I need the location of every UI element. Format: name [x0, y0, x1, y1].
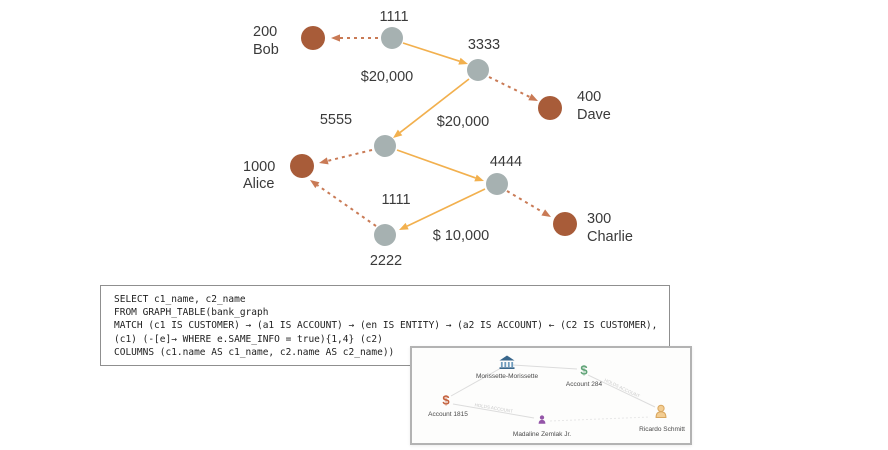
mini-edge-madaline-ricardo [549, 416, 651, 422]
edge-5555-to-alice-arrowhead [319, 157, 329, 165]
edge-3333-to-dave [488, 76, 531, 98]
account-node-3333 [467, 59, 489, 81]
account-node-1111 [381, 27, 403, 49]
edge-1111-to-3333-arrowhead [458, 57, 468, 65]
label-customer-alice: 1000 [243, 159, 275, 175]
mini-edge-bank-284 [512, 364, 578, 370]
sql-line-5: COLUMNS (c1.name AS c1_name, c2.name AS … [114, 346, 395, 358]
label-customer-bob: 200 [253, 24, 277, 40]
label-customer-dave: Dave [577, 107, 611, 123]
edge-4444-to-charlie [506, 190, 544, 214]
account-node-4444 [486, 173, 508, 195]
edge-5555-to-4444 [396, 149, 476, 179]
person-icon [655, 404, 667, 418]
label-account-5555: 5555 [320, 112, 352, 128]
customer-node-alice [290, 154, 314, 178]
mini-edge-284-ricardo-label: HOLDS ACCOUNT [604, 378, 641, 399]
label-customer-charlie: Charlie [587, 229, 633, 245]
label-account-2222: 2222 [370, 253, 402, 269]
mini-node-morissette-label: Morissette-Morissette [476, 373, 539, 380]
label-transfer-amount-3: $ 10,000 [433, 228, 489, 244]
edge-4444-to-charlie-arrowhead [541, 209, 551, 217]
label-account-4444: 4444 [490, 154, 522, 170]
bank-icon [499, 355, 515, 369]
mini-edge-bank-1815 [450, 367, 502, 397]
edge-1111-to-3333 [402, 42, 460, 63]
graph-visualization-panel: HOLDS ACCOUNT HOLDS ACCOUNT Morissette-Mor… [410, 346, 692, 445]
mini-graph: HOLDS ACCOUNT HOLDS ACCOUNT Morissette-Mor… [428, 355, 685, 438]
sql-line-3: MATCH (c1 IS CUSTOMER) → (a1 IS ACCOUNT)… [114, 320, 658, 332]
sql-line-1: SELECT c1_name, c2_name [114, 294, 246, 305]
mini-node-madaline-label: Madaline Zemlak Jr. [513, 431, 571, 438]
label-account-1111: 1111 [379, 9, 408, 25]
mini-edge-284-ricardo [587, 374, 656, 408]
person-icon [538, 415, 546, 424]
dollar-icon: $ [580, 363, 588, 378]
edge-3333-to-5555-arrowhead [393, 129, 403, 138]
label-account-1111-b: 1111 [381, 192, 410, 208]
account-node-2222 [374, 224, 396, 246]
mini-edge-1815-madaline [452, 403, 535, 419]
mini-edge-1815-madaline-label: HOLDS ACCOUNT [474, 402, 513, 414]
edge-4444-to-2222-arrowhead [399, 222, 409, 230]
edge-2222-to-alice-arrowhead [310, 180, 320, 189]
mini-node-ricardo-label: Ricardo Schmitt [639, 426, 685, 433]
dollar-icon: $ [442, 393, 450, 408]
edge-1111-to-bob-arrowhead [331, 34, 340, 42]
sql-query-panel: SELECT c1_name, c2_name FROM GRAPH_TABLE… [100, 285, 670, 366]
sql-line-2: FROM GRAPH_TABLE(bank_graph [114, 307, 269, 319]
edge-4444-to-2222 [406, 188, 486, 227]
account-node-5555 [374, 135, 396, 157]
label-customer-charlie: 300 [587, 211, 611, 227]
edge-3333-to-dave-arrowhead [528, 93, 538, 101]
mini-node-account-1815-label: Account 1815 [428, 411, 468, 418]
customer-node-bob [301, 26, 325, 50]
label-account-3333: 3333 [468, 37, 500, 53]
label-customer-alice: Alice [243, 176, 274, 192]
edge-3333-to-5555 [399, 78, 470, 134]
mini-node-account-284-label: Account 284 [566, 381, 603, 388]
label-customer-dave: 400 [577, 89, 601, 105]
label-transfer-amount-1: $20,000 [361, 69, 413, 85]
sql-line-4: (c1) (-[e]→ WHERE e.SAME_INFO = true){1,… [114, 333, 383, 345]
edge-2222-to-alice [316, 184, 377, 227]
label-transfer-amount-2: $20,000 [437, 114, 489, 130]
label-customer-bob: Bob [253, 42, 279, 58]
customer-node-charlie [553, 212, 577, 236]
edge-5555-to-alice [327, 149, 373, 162]
customer-node-dave [538, 96, 562, 120]
edge-5555-to-4444-arrowhead [474, 174, 484, 182]
